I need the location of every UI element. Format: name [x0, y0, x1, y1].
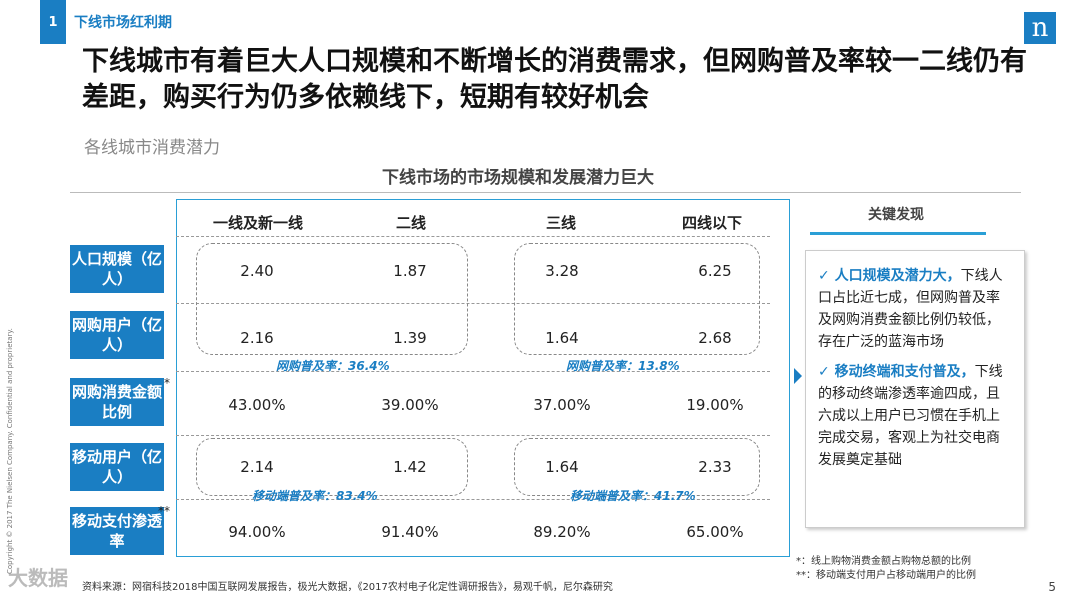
- finding-highlight: 人口规模及潜力大，: [834, 268, 961, 284]
- table-cell: 1.87: [393, 262, 427, 280]
- online-rate-label: 网购普及率：36.4%: [276, 359, 390, 373]
- row-header-population: 人口规模（亿人）: [70, 245, 164, 293]
- table-cell: 39.00%: [381, 396, 439, 414]
- row-divider: [176, 236, 770, 237]
- mobile-rate-label: 移动端普及率：41.7%: [570, 489, 696, 503]
- footnote-mark: *: [164, 376, 170, 390]
- group-box: [196, 243, 468, 355]
- table-cell: 2.33: [698, 458, 732, 476]
- divider: [70, 192, 1021, 193]
- table-cell: 89.20%: [533, 523, 591, 541]
- table-cell: 1.39: [393, 329, 427, 347]
- table-cell: 91.40%: [381, 523, 439, 541]
- table-cell: 1.64: [545, 329, 579, 347]
- footnote-mark: **: [158, 504, 170, 518]
- row-header-mobile-pay: 移动支付渗透率: [70, 507, 164, 555]
- table-cell: 2.40: [240, 262, 274, 280]
- table-cell: 6.25: [698, 262, 732, 280]
- check-icon: ✓: [818, 268, 835, 284]
- row-divider: [176, 371, 770, 372]
- finding-item: ✓ 移动终端和支付普及，下线的移动终端渗透率逾四成，且六成以上用户已习惯在手机上…: [818, 361, 1012, 471]
- row-divider: [176, 303, 770, 304]
- row-divider: [176, 435, 770, 436]
- page-number: 5: [1048, 580, 1056, 594]
- online-rate-label: 网购普及率：13.8%: [566, 359, 680, 373]
- mobile-rate-label: 移动端普及率：83.4%: [252, 489, 378, 503]
- finding-text: 下线的移动终端渗透率逾四成，且六成以上用户已习惯在手机上完成交易，客观上为社交电…: [818, 364, 1003, 468]
- copyright-note: Copyright © 2017 The Nielsen Company. Co…: [6, 328, 14, 574]
- findings-title: 关键发现: [868, 207, 924, 223]
- finding-highlight: 移动终端和支付普及，: [834, 364, 975, 380]
- finding-text: 下线人口占比近七成，但网购普及率及网购消费金额比例仍较低，存在广泛的蓝海市场: [818, 268, 1003, 350]
- group-box: [196, 438, 468, 496]
- column-header: 一线及新一线: [212, 214, 303, 232]
- group-box: [514, 438, 760, 496]
- headline: 下线城市有着巨大人口规模和不断增长的消费需求，但网购普及率较一二线仍有差距，购买…: [82, 46, 1027, 113]
- table-cell: 2.14: [240, 458, 274, 476]
- table-cell: 1.64: [545, 458, 579, 476]
- table-title: 下线市场的市场规模和发展潜力巨大: [382, 168, 654, 188]
- source-note: 资料来源：网宿科技2018中国互联网发展报告，极光大数据，《2017农村电子化定…: [82, 582, 613, 593]
- table-cell: 3.28: [545, 262, 579, 280]
- column-header: 四线以下: [681, 214, 742, 232]
- table-cell: 2.68: [698, 329, 732, 347]
- column-header: 二线: [395, 214, 426, 232]
- watermark: 大数据: [8, 566, 68, 590]
- table-cell: 2.16: [240, 329, 274, 347]
- footnote: *：线上购物消费金额占购物总额的比例: [796, 556, 971, 567]
- row-header-mobile-users: 移动用户（亿人）: [70, 443, 164, 491]
- findings-underline: [810, 232, 986, 235]
- table-frame: [176, 199, 790, 557]
- footnote: **：移动端支付用户占移动端用户的比例: [796, 570, 976, 581]
- group-box: [514, 243, 760, 355]
- page-badge: 1: [40, 0, 66, 44]
- check-icon: ✓: [818, 364, 835, 380]
- finding-item: ✓ 人口规模及潜力大，下线人口占比近七成，但网购普及率及网购消费金额比例仍较低，…: [818, 265, 1012, 353]
- nielsen-logo: n: [1024, 12, 1056, 44]
- table-cell: 65.00%: [686, 523, 744, 541]
- column-header: 三线: [545, 214, 576, 232]
- section-label: 下线市场红利期: [74, 15, 172, 31]
- row-header-online-spend: 网购消费金额比例: [70, 378, 164, 426]
- subtitle: 各线城市消费潜力: [84, 138, 220, 158]
- table-cell: 37.00%: [533, 396, 591, 414]
- table-cell: 1.42: [393, 458, 427, 476]
- arrow-right-icon: [794, 368, 802, 384]
- table-cell: 19.00%: [686, 396, 744, 414]
- row-header-online-users: 网购用户（亿人）: [70, 311, 164, 359]
- table-cell: 94.00%: [228, 523, 286, 541]
- findings-box: ✓ 人口规模及潜力大，下线人口占比近七成，但网购普及率及网购消费金额比例仍较低，…: [805, 250, 1025, 528]
- row-divider: [176, 499, 770, 500]
- table-cell: 43.00%: [228, 396, 286, 414]
